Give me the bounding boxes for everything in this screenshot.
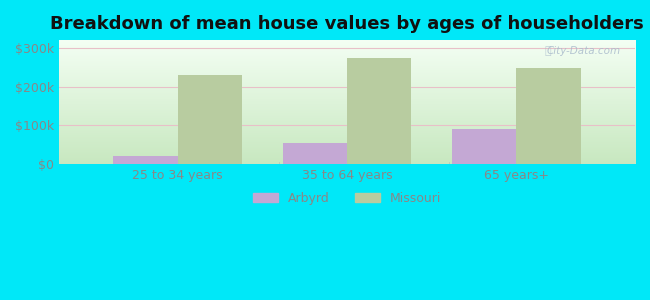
Text: City-Data.com: City-Data.com xyxy=(547,46,621,56)
Bar xyxy=(113,156,177,164)
Legend: Arbyrd, Missouri: Arbyrd, Missouri xyxy=(248,187,446,210)
Title: Breakdown of mean house values by ages of householders: Breakdown of mean house values by ages o… xyxy=(50,15,644,33)
Bar xyxy=(177,75,242,164)
Bar xyxy=(347,58,411,164)
Bar xyxy=(283,143,347,164)
Bar xyxy=(452,128,516,164)
Bar xyxy=(516,68,581,164)
Text: ⓘ: ⓘ xyxy=(545,46,551,56)
